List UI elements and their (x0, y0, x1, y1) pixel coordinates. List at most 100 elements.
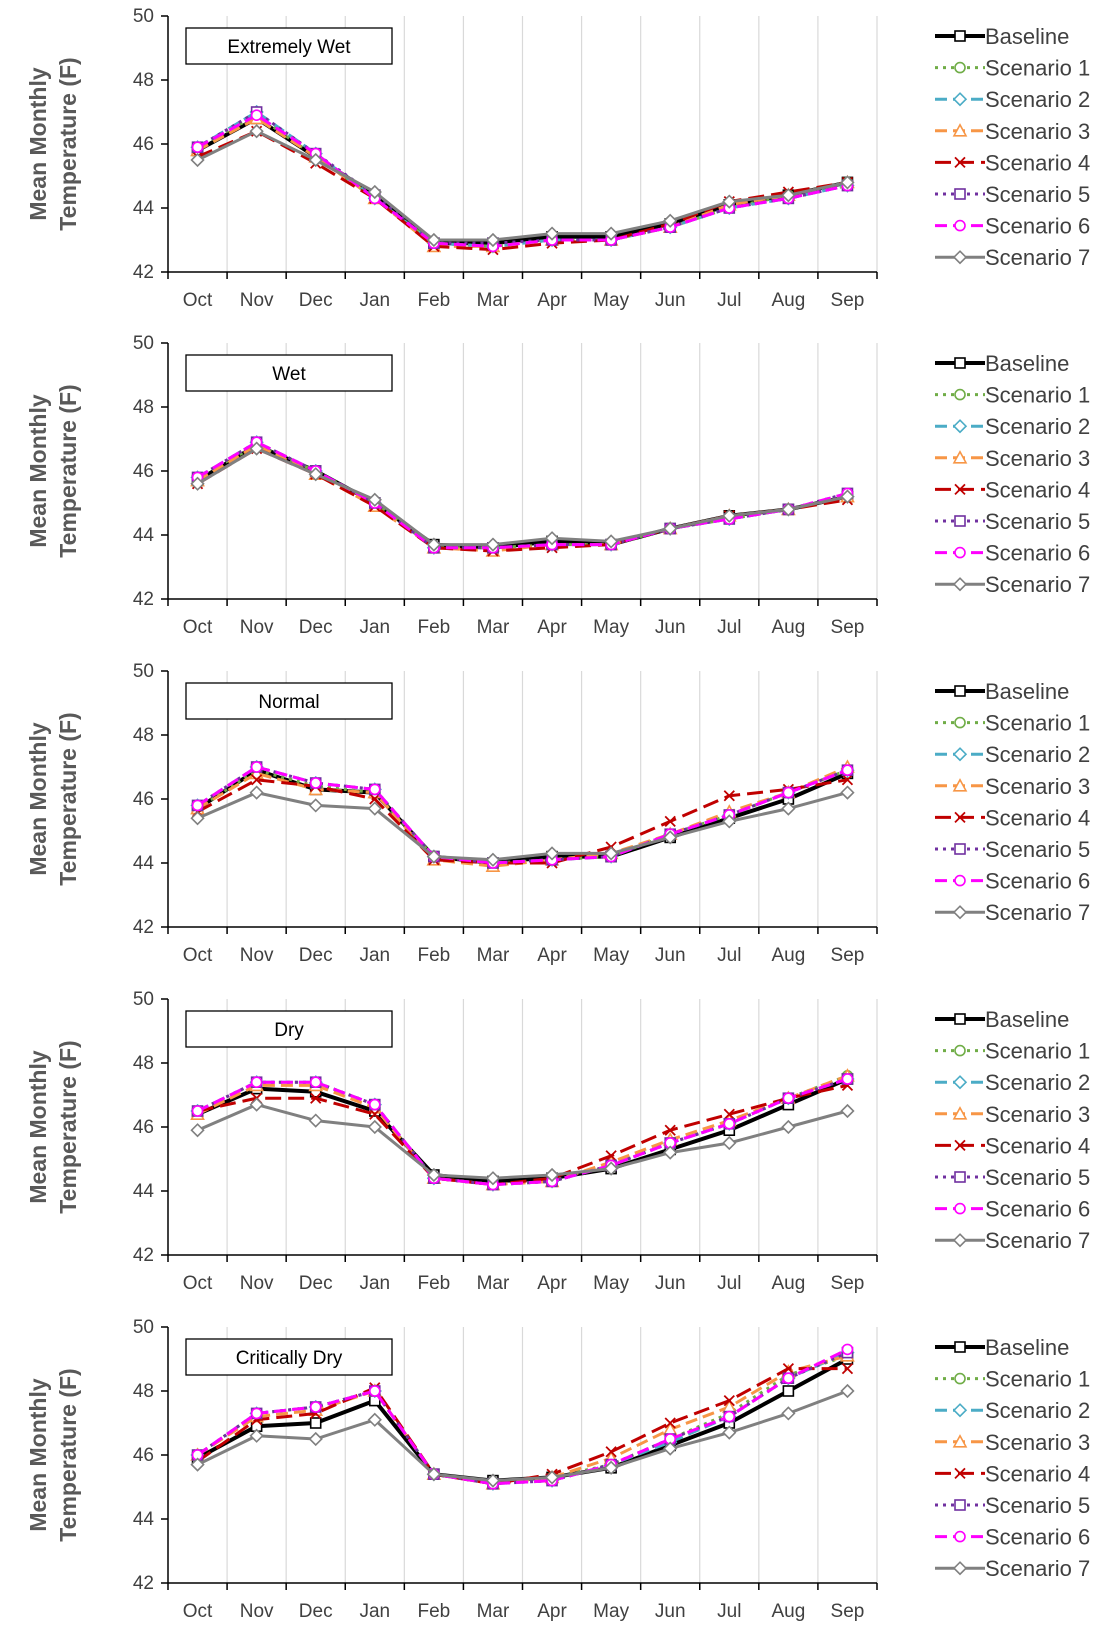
legend-item: Scenario 4 (935, 1461, 1090, 1486)
x-tick-label: Dec (299, 617, 333, 638)
legend-label: Scenario 4 (985, 150, 1090, 175)
legend-label: Scenario 1 (985, 1039, 1090, 1064)
y-tick-label: 46 (133, 1117, 154, 1138)
legend-marker (954, 1171, 966, 1183)
legend-label: Scenario 3 (985, 119, 1090, 144)
data-point (309, 1401, 322, 1413)
data-point (485, 232, 501, 248)
chart-panel-0: 42 44 46 48 50 Oct Nov Dec Jan Feb Mar Apr May Jun Jul… (25, 6, 1090, 311)
legend-item: Scenario 5 (935, 1165, 1090, 1190)
legend-item: Baseline (935, 24, 1069, 49)
data-point (250, 761, 263, 773)
legend-item: Baseline (935, 351, 1069, 376)
legend-label: Scenario 5 (985, 837, 1090, 862)
x-tick-label: Jan (359, 290, 390, 311)
data-point (485, 1473, 501, 1488)
y-tick-label: 48 (133, 397, 154, 418)
data-point (782, 1385, 795, 1397)
x-tick-label: Sep (831, 290, 865, 311)
data-point (841, 1073, 854, 1085)
y-tick-label: 42 (133, 917, 154, 938)
legend-item: Scenario 1 (935, 1039, 1090, 1064)
data-point (544, 846, 560, 861)
legend-item: Scenario 4 (935, 150, 1090, 175)
legend-label: Scenario 4 (985, 1133, 1090, 1158)
legend-marker (954, 156, 966, 169)
legend-item: Scenario 2 (935, 87, 1090, 112)
legend-marker (952, 92, 968, 107)
legend-marker (952, 905, 968, 920)
legend-marker (954, 357, 966, 369)
data-point (603, 1161, 619, 1176)
x-tick-label: Mar (477, 1601, 510, 1622)
legend-label: Scenario 4 (985, 477, 1090, 502)
data-point (191, 1105, 204, 1117)
series-line (196, 768, 848, 865)
legend-label: Scenario 7 (985, 572, 1090, 597)
series-line (196, 791, 848, 862)
x-tick-label: Dec (299, 1601, 333, 1622)
series-line (196, 110, 848, 245)
data-point (663, 521, 678, 536)
data-point (308, 1113, 323, 1128)
y-tick-label: 42 (133, 1573, 154, 1594)
data-point (840, 785, 855, 800)
y-tick-label: 44 (133, 198, 155, 219)
legend-marker (954, 483, 966, 496)
x-tick-label: Jul (717, 290, 741, 311)
y-tick-label: 44 (133, 853, 155, 874)
data-point (782, 786, 795, 799)
legend-item: Scenario 6 (935, 1197, 1090, 1222)
legend-item: Scenario 3 (935, 119, 1090, 144)
data-point (781, 801, 796, 816)
legend-item: Scenario 2 (935, 1070, 1090, 1095)
legend-label: Scenario 3 (985, 1430, 1090, 1455)
x-tick-label: May (593, 290, 629, 311)
chart-title-box (185, 1338, 393, 1376)
legend-marker (952, 1106, 968, 1120)
chart-title-box (185, 27, 393, 65)
legend-label: Scenario 7 (985, 1228, 1090, 1253)
series-line (196, 1077, 849, 1184)
legend-label: Scenario 3 (985, 1102, 1090, 1127)
series-line (196, 440, 848, 550)
x-tick-label: Oct (183, 290, 213, 311)
data-point (664, 815, 676, 828)
x-tick-label: Dec (299, 290, 333, 311)
y-tick-label: 48 (133, 1381, 154, 1402)
data-point (603, 1460, 619, 1475)
data-point (722, 814, 737, 829)
x-tick-label: Apr (537, 617, 567, 638)
data-point (723, 1410, 736, 1423)
data-point (308, 152, 323, 168)
legend-marker (954, 811, 966, 824)
legend-label: Scenario 2 (985, 742, 1090, 767)
legend-marker (952, 1403, 968, 1418)
legend-marker (954, 1139, 966, 1152)
data-point (249, 1428, 264, 1443)
legend-marker (954, 219, 966, 232)
chart-title-box (185, 354, 393, 392)
legend-marker (954, 388, 966, 401)
x-tick-label: Jul (717, 617, 741, 638)
x-tick-label: Mar (477, 945, 510, 966)
y-tick-label: 48 (133, 70, 154, 91)
legend-label: Baseline (985, 679, 1069, 704)
legend-item: Scenario 6 (935, 869, 1090, 894)
legend-label: Scenario 1 (985, 711, 1090, 736)
legend-marker (952, 747, 968, 762)
x-tick-label: Feb (418, 1601, 451, 1622)
legend-item: Scenario 7 (935, 572, 1090, 597)
x-tick-label: May (593, 617, 629, 638)
series-line (196, 113, 848, 248)
x-tick-label: Nov (240, 1601, 274, 1622)
legend-item: Scenario 6 (935, 541, 1090, 566)
legend-marker (954, 515, 966, 527)
x-tick-label: Feb (418, 290, 451, 311)
x-tick-label: Mar (477, 290, 510, 311)
legend-label: Baseline (985, 24, 1069, 49)
y-tick-label: 44 (133, 1509, 155, 1530)
data-point (485, 852, 501, 867)
data-point (190, 152, 205, 168)
data-point (722, 194, 737, 209)
